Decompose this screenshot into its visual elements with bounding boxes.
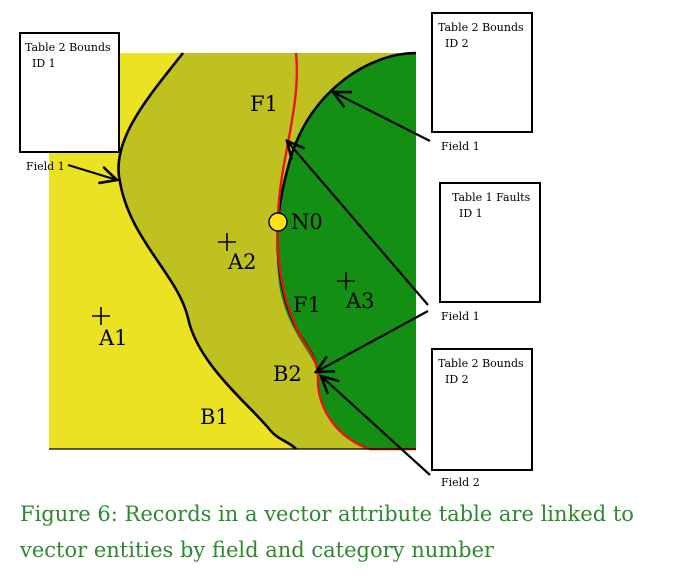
table-record-3: Table 1 Faults ID 1 <box>439 182 541 303</box>
field-label-2: Field 1 <box>441 140 480 153</box>
field-label-3: Field 1 <box>441 310 480 323</box>
link-arrow-2 <box>333 92 431 142</box>
centroid-a3 <box>337 272 355 290</box>
table-record-2: Table 2 Bounds ID 2 <box>431 12 533 133</box>
table-record-4: Table 2 Bounds ID 2 <box>431 348 533 471</box>
link-arrow-1 <box>67 163 117 180</box>
centroid-a1 <box>92 307 110 325</box>
link-arrow-5 <box>321 376 431 476</box>
field-label-1: Field 1 <box>26 160 65 173</box>
table-record-3-title: Table 1 Faults <box>452 191 531 204</box>
label-a2: A2 <box>227 250 257 274</box>
table-record-3-id: ID 1 <box>459 207 483 220</box>
table-record-4-title: Table 2 Bounds <box>438 357 524 370</box>
area-a3 <box>276 53 416 449</box>
label-n0: N0 <box>291 210 323 234</box>
table-record-4-id: ID 2 <box>445 373 469 386</box>
table-record-2-id: ID 2 <box>445 37 469 50</box>
label-f1-mid: F1 <box>293 293 321 317</box>
label-a3: A3 <box>345 289 375 313</box>
table-record-2-title: Table 2 Bounds <box>438 21 524 34</box>
field-label-4: Field 2 <box>441 476 480 489</box>
node-n0 <box>268 212 288 232</box>
label-a1: A1 <box>98 326 128 350</box>
label-f1-top: F1 <box>250 92 278 116</box>
label-b2: B2 <box>273 362 302 386</box>
figure-caption: Figure 6: Records in a vector attribute … <box>20 502 634 562</box>
label-b1: B1 <box>200 405 229 429</box>
table-record-1-title: Table 2 Bounds <box>25 41 111 54</box>
table-record-1: Table 2 Bounds ID 1 <box>19 32 120 153</box>
link-arrow-3 <box>287 141 429 306</box>
link-arrow-4 <box>316 310 429 372</box>
table-record-1-id: ID 1 <box>32 57 56 70</box>
centroid-a2 <box>218 233 236 251</box>
boundary-b1 <box>117 52 297 450</box>
